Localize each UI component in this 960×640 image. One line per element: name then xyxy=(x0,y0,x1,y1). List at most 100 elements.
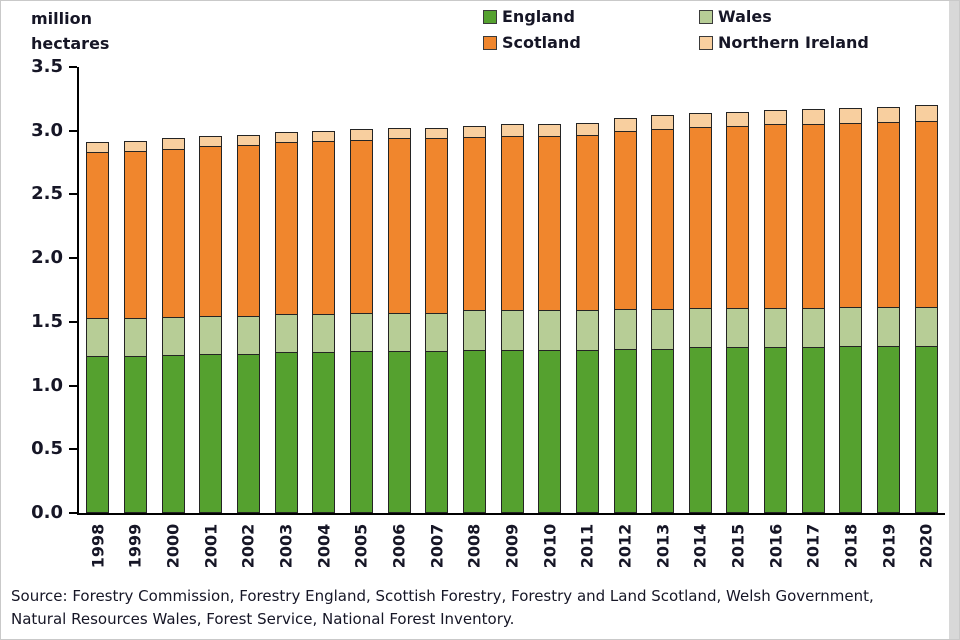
bar-segment-wales xyxy=(726,307,750,348)
bar-segment-northern-ireland xyxy=(500,124,524,136)
y-tick-mark xyxy=(69,512,77,514)
bar-segment-england xyxy=(425,351,449,513)
bar-slot xyxy=(870,67,908,513)
bar-segment-england xyxy=(199,353,223,513)
bar-segment-wales xyxy=(839,306,863,347)
source-note: Source: Forestry Commission, Forestry En… xyxy=(11,587,874,629)
x-tick-label: 2009 xyxy=(502,523,522,569)
bar-segment-england xyxy=(575,349,599,513)
x-tick-label: 1998 xyxy=(88,523,108,569)
bar-segment-england xyxy=(312,352,336,513)
bar-segment-northern-ireland xyxy=(726,111,750,126)
x-tick-label-slot: 2013 xyxy=(644,515,682,577)
legend-item-wales: Wales xyxy=(699,7,869,26)
legend-label: Northern Ireland xyxy=(718,33,869,52)
bar-segment-wales xyxy=(462,310,486,350)
bar-slot xyxy=(719,67,757,513)
bar-segment-england xyxy=(801,347,825,513)
x-tick-label-slot: 2011 xyxy=(569,515,607,577)
bar-segment-wales xyxy=(575,310,599,350)
x-tick-label: 2019 xyxy=(879,523,899,569)
x-tick-label-slot: 1999 xyxy=(117,515,155,577)
bar-2011 xyxy=(575,123,599,513)
x-tick-label: 2010 xyxy=(540,523,560,569)
bar-segment-northern-ireland xyxy=(349,129,373,140)
x-tick-label: 2005 xyxy=(351,523,371,569)
bar-segment-scotland xyxy=(764,124,788,308)
legend-label: Wales xyxy=(718,7,772,26)
bar-slot xyxy=(267,67,305,513)
bar-2017 xyxy=(801,109,825,513)
bar-segment-scotland xyxy=(462,137,486,311)
bar-segment-england xyxy=(839,346,863,513)
x-tick-label: 2008 xyxy=(464,523,484,569)
bar-slot xyxy=(79,67,117,513)
bar-segment-scotland xyxy=(613,130,637,310)
bar-segment-scotland xyxy=(914,120,938,307)
bar-segment-northern-ireland xyxy=(914,105,938,121)
bar-segment-england xyxy=(877,346,901,513)
bar-segment-northern-ireland xyxy=(199,135,223,147)
bar-segment-england xyxy=(613,348,637,513)
bar-2007 xyxy=(425,128,449,513)
bar-segment-wales xyxy=(538,310,562,350)
bar-2012 xyxy=(613,118,637,513)
y-tick-mark xyxy=(69,257,77,260)
bar-segment-northern-ireland xyxy=(161,138,185,149)
bar-segment-wales xyxy=(123,318,147,357)
bar-segment-wales xyxy=(349,312,373,352)
bar-1998 xyxy=(86,142,110,513)
bar-segment-wales xyxy=(425,312,449,352)
right-border-strip xyxy=(949,1,959,639)
bar-segment-northern-ireland xyxy=(538,124,562,136)
x-tick-label-slot: 2006 xyxy=(380,515,418,577)
bar-segment-northern-ireland xyxy=(425,128,449,139)
y-tick-mark xyxy=(69,448,77,451)
bar-2002 xyxy=(236,134,260,513)
bar-slot xyxy=(682,67,720,513)
bar-segment-england xyxy=(86,356,110,513)
bar-segment-scotland xyxy=(312,140,336,315)
x-tick-label-slot: 2001 xyxy=(192,515,230,577)
bar-segment-scotland xyxy=(425,138,449,313)
bar-segment-england xyxy=(538,349,562,513)
x-tick-label-slot: 1998 xyxy=(79,515,117,577)
bar-segment-scotland xyxy=(688,126,712,308)
x-tick-label: 2003 xyxy=(276,523,296,569)
bar-slot xyxy=(343,67,381,513)
bar-2016 xyxy=(764,110,788,513)
bar-segment-northern-ireland xyxy=(613,118,637,131)
y-axis-title-line1: million xyxy=(31,9,92,28)
x-tick-label-slot: 2014 xyxy=(682,515,720,577)
bar-segment-scotland xyxy=(123,151,147,319)
bar-segment-scotland xyxy=(877,121,901,307)
x-tick-label: 2014 xyxy=(690,523,710,569)
bar-segment-wales xyxy=(877,306,901,347)
bar-segment-england xyxy=(236,353,260,513)
bar-2005 xyxy=(349,129,373,513)
bar-2004 xyxy=(312,130,336,513)
x-tick-label: 2012 xyxy=(615,523,635,569)
x-tick-label: 2017 xyxy=(803,523,823,569)
bar-segment-england xyxy=(123,356,147,513)
bar-2000 xyxy=(161,138,185,513)
y-tick-label: 0.0 xyxy=(31,502,63,523)
bars xyxy=(79,67,945,513)
bar-2001 xyxy=(199,135,223,513)
bar-2018 xyxy=(839,107,863,513)
x-tick-label-slot: 2008 xyxy=(456,515,494,577)
bar-segment-northern-ireland xyxy=(651,115,675,130)
x-tick-label: 2011 xyxy=(577,523,597,569)
y-tick-mark xyxy=(69,66,77,68)
bar-segment-wales xyxy=(500,310,524,350)
x-tick-label-slot: 2003 xyxy=(267,515,305,577)
bar-segment-scotland xyxy=(500,135,524,311)
bar-slot xyxy=(757,67,795,513)
legend-item-england: England xyxy=(483,7,699,26)
bar-segment-scotland xyxy=(726,125,750,308)
bar-segment-england xyxy=(161,355,185,513)
bar-segment-wales xyxy=(688,307,712,348)
bar-slot xyxy=(493,67,531,513)
y-tick-mark xyxy=(69,320,77,323)
bar-2003 xyxy=(274,132,298,513)
